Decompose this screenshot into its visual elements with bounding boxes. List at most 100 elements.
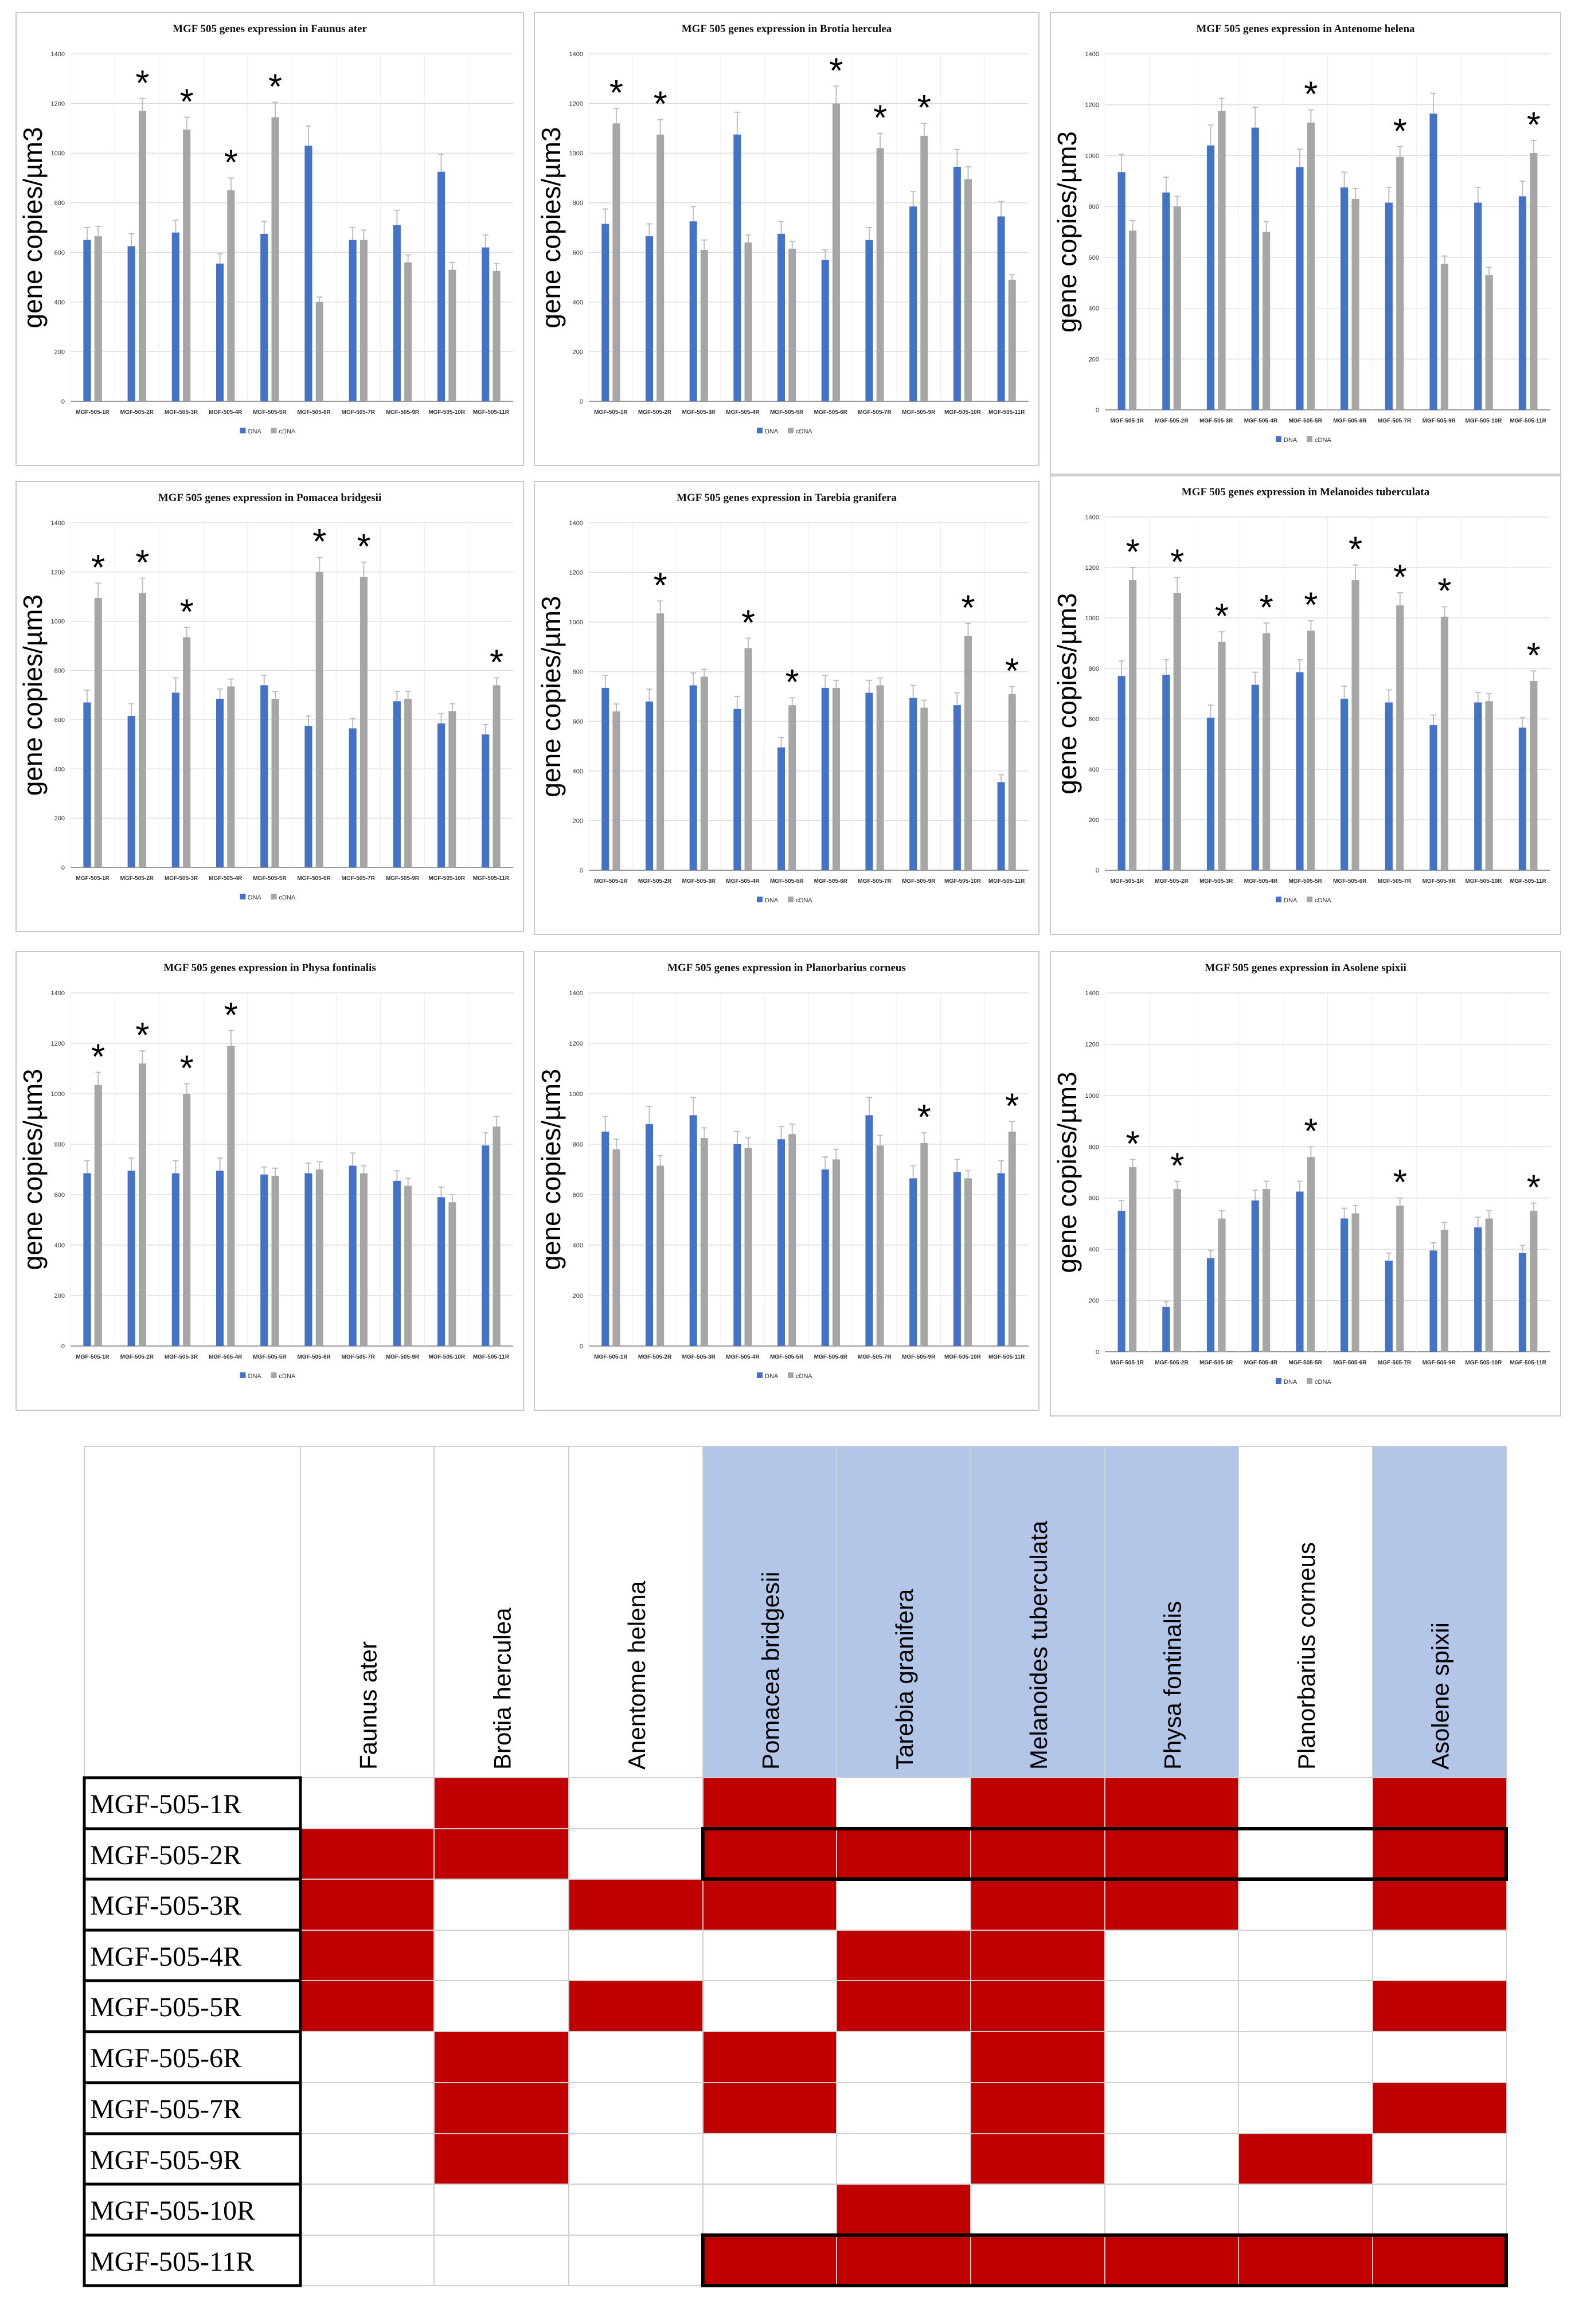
xtick-label: MGF-505-10R xyxy=(428,875,466,882)
significance-star: * xyxy=(1393,558,1407,597)
cdna-bar-MGF-505-9R xyxy=(920,1143,928,1346)
cdna-bar-MGF-505-9R xyxy=(404,262,412,401)
heat-cell-MGF-505-7R-1 xyxy=(300,2083,434,2134)
ytick-label: 800 xyxy=(1089,204,1099,210)
dna-bar-MGF-505-9R xyxy=(1429,1250,1437,1352)
significance-star: * xyxy=(1126,1125,1139,1164)
dna-bar-MGF-505-5R xyxy=(777,747,785,870)
heat-cell-MGF-505-1R-3 xyxy=(569,1778,703,1829)
dna-bar-MGF-505-4R xyxy=(1251,1200,1259,1352)
ytick-label: 1000 xyxy=(51,619,65,625)
legend-label-dna: DNA xyxy=(765,428,779,435)
cdna-bar-MGF-505-7R xyxy=(359,577,368,867)
column-header-7: Physa fontinalis xyxy=(1159,1601,1186,1770)
cdna-bar-MGF-505-10R xyxy=(448,1202,456,1346)
significance-star: * xyxy=(1170,543,1184,582)
cdna-bar-MGF-505-4R xyxy=(227,190,235,401)
significance-star: * xyxy=(135,1016,149,1055)
legend-label-dna: DNA xyxy=(248,1373,262,1380)
heat-cell-MGF-505-9R-2 xyxy=(434,2134,569,2184)
significance-star: * xyxy=(91,548,105,588)
heat-cell-MGF-505-10R-5 xyxy=(837,2184,971,2235)
significance-star: * xyxy=(268,67,282,107)
dna-bar-MGF-505-11R xyxy=(482,1145,490,1346)
ytick-label: 800 xyxy=(1089,666,1099,672)
legend-label-dna: DNA xyxy=(248,428,262,435)
legend-label-dna: DNA xyxy=(765,897,779,904)
ytick-label: 1000 xyxy=(1085,152,1099,159)
heat-cell-MGF-505-9R-3 xyxy=(569,2134,703,2184)
cdna-bar-MGF-505-4R xyxy=(744,1148,752,1346)
dna-bar-MGF-505-10R xyxy=(953,705,961,870)
bar-chart-9: MGF 505 genes expression in Asolene spix… xyxy=(1050,951,1561,1417)
ytick-label: 600 xyxy=(54,1192,65,1199)
heat-cell-MGF-505-9R-7 xyxy=(1105,2134,1238,2184)
dna-bar-MGF-505-4R xyxy=(733,1144,741,1346)
cdna-bar-MGF-505-6R xyxy=(315,302,323,401)
heat-cell-MGF-505-11R-5 xyxy=(837,2235,971,2286)
cdna-bar-MGF-505-10R xyxy=(1485,701,1493,870)
dna-bar-MGF-505-11R xyxy=(1518,196,1527,410)
xtick-label: MGF-505-10R xyxy=(1465,1360,1502,1366)
cdna-bar-MGF-505-4R xyxy=(1263,1189,1271,1352)
dna-bar-MGF-505-2R xyxy=(127,246,135,401)
dna-bar-MGF-505-9R xyxy=(393,1180,401,1346)
xtick-label: MGF-505-7R xyxy=(342,1354,376,1360)
heat-cell-MGF-505-4R-4 xyxy=(703,1930,837,1981)
xtick-label: MGF-505-6R xyxy=(297,409,331,416)
cdna-bar-MGF-505-2R xyxy=(656,613,665,870)
heat-cell-MGF-505-5R-2 xyxy=(434,1981,569,2032)
ytick-label: 400 xyxy=(1089,1246,1099,1253)
dna-bar-MGF-505-9R xyxy=(1429,725,1437,870)
cdna-bar-MGF-505-6R xyxy=(1351,580,1359,870)
cdna-bar-MGF-505-3R xyxy=(183,637,191,867)
xtick-label: MGF-505-7R xyxy=(342,409,376,416)
xtick-label: MGF-505-7R xyxy=(858,1354,892,1360)
heat-cell-MGF-505-6R-6 xyxy=(971,2032,1105,2083)
ytick-label: 0 xyxy=(1096,407,1099,414)
ytick-label: 200 xyxy=(573,817,583,824)
xtick-label: MGF-505-3R xyxy=(1199,1360,1233,1366)
heat-cell-MGF-505-1R-5 xyxy=(837,1778,971,1829)
dna-bar-MGF-505-11R xyxy=(482,247,490,401)
xtick-label: MGF-505-7R xyxy=(858,409,892,416)
xtick-label: MGF-505-5R xyxy=(1288,878,1322,885)
significance-star: * xyxy=(1215,597,1229,636)
cdna-bar-MGF-505-5R xyxy=(788,705,796,870)
xtick-label: MGF-505-3R xyxy=(165,409,198,416)
significance-star: * xyxy=(1393,1163,1407,1203)
significance-star: * xyxy=(785,663,799,702)
boxed-group xyxy=(701,1827,1508,1881)
ytick-label: 1200 xyxy=(1085,1041,1099,1048)
heat-cell-MGF-505-5R-8 xyxy=(1238,1981,1373,2032)
heat-cell-MGF-505-5R-7 xyxy=(1105,1981,1238,2032)
y-axis-label: gene copies/µm3 xyxy=(1052,1071,1082,1273)
xtick-label: MGF-505-5R xyxy=(770,878,804,885)
ytick-label: 200 xyxy=(54,349,65,355)
dna-bar-MGF-505-11R xyxy=(997,782,1005,870)
heat-cell-MGF-505-4R-1 xyxy=(300,1930,434,1981)
heat-cell-MGF-505-11R-3 xyxy=(569,2235,703,2286)
xtick-label: MGF-505-4R xyxy=(726,1354,760,1360)
dna-bar-MGF-505-4R xyxy=(1251,127,1259,410)
y-axis-label: gene copies/µm3 xyxy=(1052,131,1082,332)
heat-cell-MGF-505-6R-8 xyxy=(1238,2032,1373,2083)
chart-title: MGF 505 genes expression in Planorbarius… xyxy=(667,962,906,974)
significance-star: * xyxy=(1527,1168,1541,1208)
xtick-label: MGF-505-5R xyxy=(770,409,804,416)
significance-star: * xyxy=(180,1048,194,1088)
dna-bar-MGF-505-10R xyxy=(953,1172,961,1346)
bar-chart-6: MGF 505 genes expression in Melanoides t… xyxy=(1050,475,1561,935)
cdna-bar-MGF-505-7R xyxy=(876,1145,884,1346)
legend-label-cdna: cDNA xyxy=(279,428,296,435)
significance-star: * xyxy=(654,566,667,605)
header-highlight xyxy=(971,1446,1105,1778)
row-label-MGF-505-6R: MGF-505-6R xyxy=(90,2043,241,2073)
heat-cell-MGF-505-5R-6 xyxy=(971,1981,1105,2032)
xtick-label: MGF-505-3R xyxy=(1199,418,1233,424)
column-header-5: Tarebia granifera xyxy=(891,1589,918,1770)
significance-star: * xyxy=(490,643,503,682)
heat-cell-MGF-505-6R-2 xyxy=(434,2032,569,2083)
ytick-label: 1200 xyxy=(569,101,583,108)
significance-star: * xyxy=(917,1098,931,1137)
